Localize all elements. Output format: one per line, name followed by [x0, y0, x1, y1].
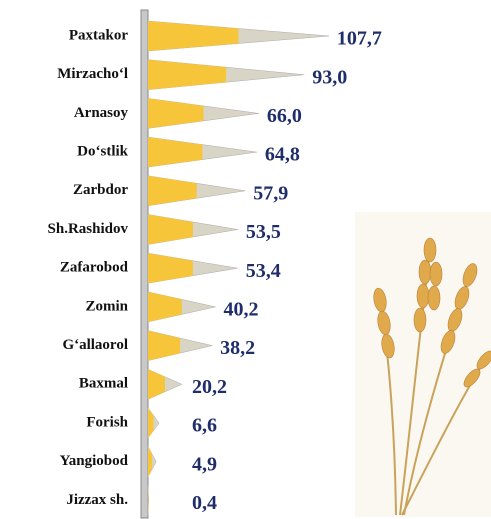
- value-label: 40,2: [224, 298, 259, 320]
- value-label: 57,9: [253, 182, 288, 204]
- bar-highlight: [148, 446, 153, 477]
- category-label: Zarbdor: [73, 182, 128, 198]
- bar-highlight: [148, 291, 182, 322]
- category-label: Zomin: [85, 298, 128, 314]
- category-label: Zafarobod: [60, 260, 129, 276]
- category-label: Baxmal: [79, 376, 128, 392]
- wheat-illustration: [355, 212, 491, 517]
- category-label: Jizzax sh.: [66, 492, 128, 508]
- value-label: 53,4: [246, 260, 281, 282]
- category-label: Yangiobod: [60, 453, 129, 469]
- category-label: Arnasoy: [74, 105, 129, 121]
- bar-highlight: [148, 330, 181, 361]
- value-label: 93,0: [312, 66, 347, 88]
- bar-highlight: [148, 137, 203, 168]
- value-label: 64,8: [265, 144, 300, 166]
- bar-highlight: [148, 59, 227, 90]
- bar-highlight: [148, 175, 197, 206]
- bar-highlight: [148, 214, 193, 245]
- value-label: 38,2: [220, 337, 255, 359]
- value-label: 6,6: [192, 415, 217, 437]
- value-label: 53,5: [246, 221, 281, 243]
- category-label: Mirzacho‘l: [57, 66, 128, 82]
- category-label: Do‘stlik: [77, 144, 128, 160]
- category-label: Forish: [86, 414, 128, 430]
- bar-highlight: [148, 21, 239, 51]
- value-label: 0,4: [192, 492, 217, 514]
- bar-highlight: [148, 408, 154, 438]
- value-label: 107,7: [337, 28, 382, 50]
- category-label: Sh.Rashidov: [48, 221, 129, 237]
- value-label: 20,2: [192, 376, 227, 398]
- value-label: 66,0: [267, 105, 302, 127]
- category-label: Paxtakor: [69, 27, 129, 43]
- category-label: G‘allaorol: [62, 337, 128, 353]
- bar-highlight: [148, 253, 193, 284]
- value-label: 4,9: [192, 453, 217, 475]
- axis-line: [140, 9, 149, 519]
- bar-highlight: [148, 98, 204, 129]
- bar-highlight: [148, 369, 165, 400]
